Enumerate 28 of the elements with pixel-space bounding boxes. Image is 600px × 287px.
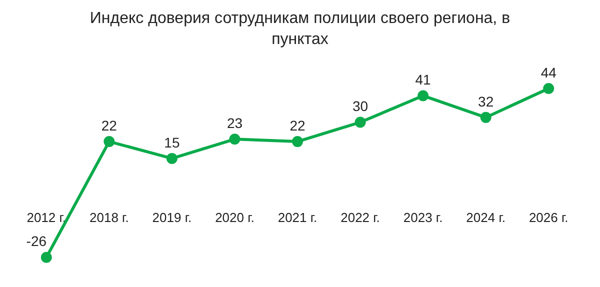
data-label: 44 [540, 64, 557, 80]
point [292, 136, 303, 148]
x-tick-label: 2024 г. [466, 210, 506, 226]
data-label: 30 [352, 98, 368, 114]
data-label: 41 [415, 72, 432, 88]
point [480, 112, 492, 123]
point [104, 136, 115, 148]
data-label: 22 [101, 117, 118, 134]
x-tick-label: 2019 г. [152, 210, 192, 226]
point [418, 90, 429, 102]
x-tick-label: 2021 г. [278, 210, 318, 226]
point [543, 82, 554, 94]
data-label: -26 [26, 233, 47, 250]
x-tick-label: 2012 г. [26, 210, 66, 226]
data-label: 23 [226, 114, 243, 131]
x-tick-label: 2020 г. [215, 210, 254, 226]
data-label: 15 [164, 134, 180, 150]
data-label: 32 [478, 93, 494, 110]
point [166, 152, 178, 164]
x-tick-label: 2026 г. [528, 210, 568, 226]
x-tick-label: 2023 г. [403, 210, 443, 226]
point [354, 116, 366, 128]
chart-title: Индекс доверия сотрудникам полиции своего региона, в пунктах [88, 9, 512, 50]
x-tick-label: 2018 г. [90, 210, 129, 226]
point [40, 252, 52, 263]
point [229, 134, 240, 145]
data-label: 22 [290, 117, 306, 134]
x-tick-label: 2022 г. [340, 210, 380, 226]
